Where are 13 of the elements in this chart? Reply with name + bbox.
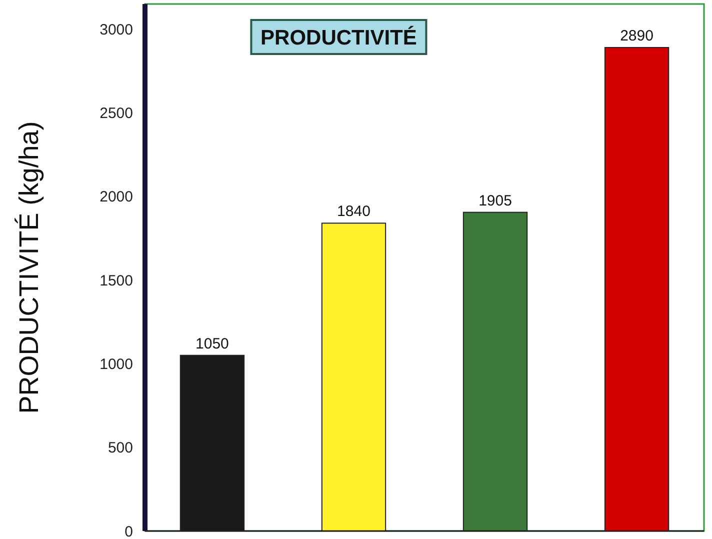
y-tick-label: 500	[108, 440, 133, 457]
data-label: 1840	[337, 203, 370, 220]
y-tick-label: 1000	[100, 356, 133, 373]
y-tick-label: 2000	[100, 188, 133, 206]
y-tick-label: 3000	[100, 21, 133, 38]
data-label: 2890	[620, 28, 654, 44]
data-label: 1050	[196, 335, 229, 352]
data-label: 1905	[478, 192, 512, 210]
y-tick-label: 0	[124, 523, 133, 539]
y-axis-title: PRODUCTIVITÉ (kg/ha)	[14, 121, 44, 414]
text: PRODUCTIVITÉ	[260, 25, 417, 50]
y-tick-label: 1500	[100, 272, 133, 290]
y-tick-label: 2500	[100, 104, 133, 122]
